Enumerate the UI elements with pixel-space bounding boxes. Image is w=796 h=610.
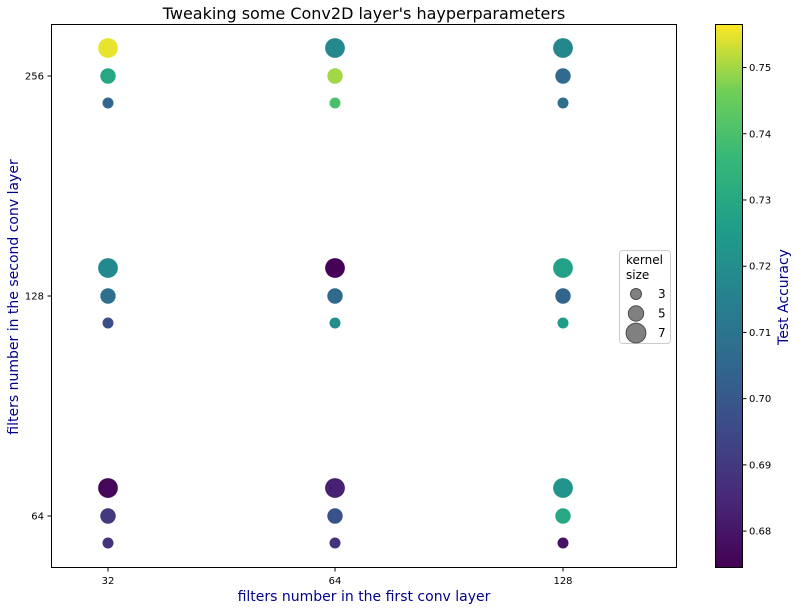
scatter-point: [553, 258, 573, 278]
scatter-point: [329, 97, 341, 109]
legend-items: 3 5 7: [625, 287, 666, 344]
scatter-point: [98, 38, 118, 58]
x-axis: 32 64 128: [102, 567, 573, 587]
x-tick-label: 128: [553, 576, 572, 587]
scatter-point: [327, 508, 343, 524]
scatter-points: [98, 38, 573, 549]
scatter-point: [100, 68, 116, 84]
y-tick-label: 128: [25, 292, 44, 303]
scatter-point: [553, 478, 573, 498]
x-tick-label: 32: [102, 576, 115, 587]
colorbar-label: Test Accuracy: [776, 249, 792, 346]
plot-area: [51, 24, 677, 568]
scatter-point: [325, 478, 345, 498]
legend-label: 7: [658, 326, 666, 340]
legend-title-line2: size: [626, 268, 649, 282]
scatter-point: [100, 288, 116, 304]
x-tick-label: 64: [329, 576, 342, 587]
scatter-point: [325, 258, 345, 278]
scatter-point: [327, 288, 343, 304]
colorbar-tick-label: 0.73: [749, 195, 771, 206]
scatter-point: [102, 97, 114, 109]
scatter-point: [557, 317, 569, 329]
chart-title: Tweaking some Conv2D layer's hayperparam…: [162, 4, 566, 23]
y-tick-label: 64: [31, 512, 44, 523]
scatter-point: [98, 478, 118, 498]
colorbar-tick-label: 0.74: [749, 129, 771, 140]
colorbar-ticks: 0.68 0.69 0.70 0.71 0.72 0.73 0.74 0.75: [742, 63, 771, 538]
y-axis: 64 128 256: [25, 72, 52, 523]
colorbar: [715, 24, 743, 568]
y-axis-label: filters number in the second conv layer: [6, 159, 22, 435]
legend-marker: [627, 305, 645, 322]
scatter-point: [555, 68, 571, 84]
legend-label: 5: [658, 307, 666, 321]
colorbar-tick-label: 0.68: [749, 527, 771, 538]
scatter-point: [325, 38, 345, 58]
scatter-point: [329, 537, 341, 549]
scatter-point: [557, 97, 569, 109]
scatter-point: [329, 317, 341, 329]
legend-title-line1: kernel: [626, 253, 663, 267]
scatter-point: [327, 68, 343, 84]
legend-label: 3: [658, 287, 666, 301]
colorbar-tick-label: 0.70: [749, 394, 771, 405]
scatter-point: [555, 288, 571, 304]
scatter-point: [555, 508, 571, 524]
x-axis-label: filters number in the first conv layer: [238, 589, 491, 605]
scatter-point: [98, 258, 118, 278]
colorbar-tick-label: 0.71: [749, 328, 771, 339]
size-legend[interactable]: kernel size 3 5 7: [619, 250, 671, 344]
colorbar-tick-label: 0.69: [749, 460, 771, 471]
scatter-point: [100, 508, 116, 524]
scatter-point: [102, 317, 114, 329]
legend-marker: [630, 288, 642, 300]
colorbar-tick-label: 0.75: [749, 63, 771, 74]
legend-marker: [625, 322, 647, 344]
scatter-point: [102, 537, 114, 549]
y-tick-label: 256: [25, 72, 44, 83]
colorbar-tick-label: 0.72: [749, 262, 771, 273]
scatter-point: [553, 38, 573, 58]
scatter-point: [557, 537, 569, 549]
